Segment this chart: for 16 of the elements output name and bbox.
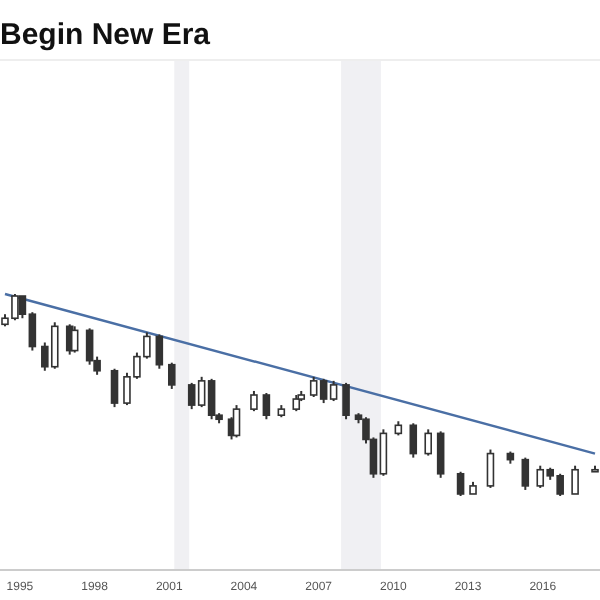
- candlestick: [70, 325, 79, 354]
- candlestick: [168, 361, 176, 390]
- candlestick: [486, 448, 495, 489]
- candlestick: [155, 333, 164, 370]
- candlestick: [110, 367, 119, 409]
- chart-title: Begin New Era: [0, 18, 212, 52]
- candlestick: [250, 389, 258, 413]
- candlestick: [232, 404, 241, 439]
- candlestick: [436, 430, 445, 479]
- candlestick: [342, 381, 350, 421]
- candlestick: [424, 428, 432, 457]
- candlestick: [262, 391, 271, 421]
- candlestick: [521, 456, 530, 491]
- candlestick: [571, 464, 579, 495]
- candlestick: [456, 470, 465, 497]
- candlestick: [409, 422, 418, 459]
